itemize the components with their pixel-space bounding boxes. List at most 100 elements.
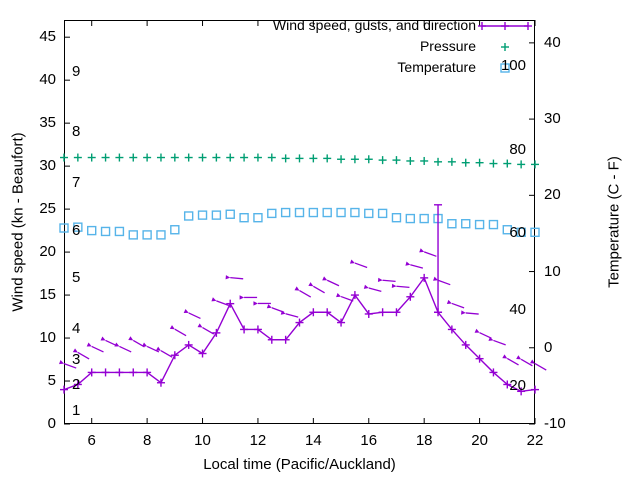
direction-arrowhead <box>100 336 106 341</box>
y-tick-label: 5 <box>47 372 56 390</box>
square-marker <box>142 230 152 240</box>
fahrenheit-label: 100 <box>500 56 526 74</box>
direction-shaft <box>396 285 410 289</box>
direction-arrowhead <box>405 261 411 266</box>
direction-arrowhead <box>225 275 231 280</box>
direction-shaft <box>174 328 187 337</box>
legend-label: Wind speed, gusts, and direction <box>272 17 476 33</box>
x-tick-label: 20 <box>471 432 488 449</box>
direction-arrowhead <box>128 336 134 341</box>
fahrenheit-label: 60 <box>509 224 526 242</box>
square-marker <box>336 207 346 218</box>
square-marker <box>488 219 499 230</box>
y2-tick-label: 0 <box>544 338 553 356</box>
direction-arrowhead <box>322 276 328 281</box>
direction-arrowhead <box>59 360 64 365</box>
direction-arrowhead <box>377 277 383 283</box>
direction-shaft <box>506 357 519 366</box>
square-marker <box>350 207 360 218</box>
direction-shaft <box>202 326 215 335</box>
y2-tick-label: 30 <box>544 110 561 128</box>
direction-arrowhead <box>349 259 355 264</box>
wind-direction-arrows <box>59 248 547 371</box>
direction-arrowhead <box>294 286 300 291</box>
legend-marker <box>501 43 509 51</box>
square-marker <box>100 226 111 237</box>
square-marker <box>377 208 388 219</box>
y-tick-label: 0 <box>47 415 56 432</box>
direction-arrowhead <box>239 295 245 300</box>
y2-tick-label: 20 <box>544 186 561 204</box>
series-wind <box>60 204 539 396</box>
direction-arrowhead <box>363 284 369 289</box>
direction-arrowhead <box>280 310 286 315</box>
square-marker <box>391 213 402 223</box>
x-axis-title: Local time (Pacific/Auckland) <box>203 456 396 473</box>
direction-shaft <box>160 350 173 358</box>
direction-shaft <box>146 345 160 353</box>
direction-arrowhead <box>461 310 466 315</box>
beaufort-label: 7 <box>72 174 81 192</box>
x-tick-label: 10 <box>194 432 211 449</box>
direction-arrowhead <box>336 292 342 298</box>
direction-arrowhead <box>114 342 120 347</box>
y-tick-label: 35 <box>39 114 56 132</box>
y-tick-label: 25 <box>39 200 56 218</box>
square-marker <box>170 225 180 235</box>
square-marker <box>197 210 208 220</box>
direction-arrowhead <box>502 354 508 359</box>
series-pressure <box>60 153 539 169</box>
square-marker <box>474 219 485 230</box>
square-marker <box>500 63 510 73</box>
direction-shaft <box>313 285 325 294</box>
x-tick-label: 8 <box>142 432 152 449</box>
fahrenheit-label: 40 <box>509 300 526 318</box>
x-tick-label: 14 <box>305 432 322 449</box>
square-marker <box>294 207 305 218</box>
direction-shaft <box>520 358 533 367</box>
square-marker <box>502 225 512 235</box>
x-tick-label: 22 <box>526 432 544 449</box>
direction-arrowhead <box>419 248 425 253</box>
direction-arrowhead <box>488 336 494 341</box>
direction-shaft <box>299 290 312 298</box>
direction-arrowhead <box>433 276 439 281</box>
square-marker <box>419 213 429 224</box>
square-marker <box>461 219 471 229</box>
square-marker <box>530 227 540 238</box>
beaufort-label: 4 <box>72 320 81 338</box>
direction-arrowhead <box>155 346 161 351</box>
square-marker <box>239 213 249 223</box>
beaufort-label: 2 <box>72 376 81 394</box>
plot-frame <box>64 20 535 424</box>
square-marker <box>322 207 332 218</box>
y-tick-label: 30 <box>39 157 56 175</box>
direction-shaft <box>437 279 451 286</box>
direction-shaft <box>340 295 354 302</box>
y-tick-label: 15 <box>39 286 56 304</box>
legend-marker <box>500 63 510 73</box>
x-tick-label: 16 <box>360 432 378 449</box>
square-marker <box>405 213 416 224</box>
wind-speed-line <box>63 276 536 393</box>
y2-tick-label: -10 <box>544 415 566 432</box>
legend-label: Pressure <box>419 38 476 54</box>
direction-shaft <box>77 351 90 360</box>
direction-shaft <box>91 345 104 353</box>
square-marker <box>308 207 319 218</box>
direction-shaft <box>534 363 547 371</box>
square-marker <box>128 230 138 240</box>
direction-arrowhead <box>72 348 78 353</box>
square-marker <box>253 213 263 223</box>
y-tick-label: 10 <box>39 329 56 347</box>
direction-arrowhead <box>474 328 480 333</box>
y2-tick-label: 40 <box>544 33 561 51</box>
y2-axis-title: Temperature (C - F) <box>605 156 623 288</box>
y-tick-label: 45 <box>39 28 56 46</box>
direction-shaft <box>188 312 201 320</box>
y-axis-title: Wind speed (kn - Beaufort) <box>9 132 27 312</box>
beaufort-label: 3 <box>72 350 81 368</box>
direction-shaft <box>119 345 132 353</box>
direction-arrowhead <box>253 301 258 306</box>
